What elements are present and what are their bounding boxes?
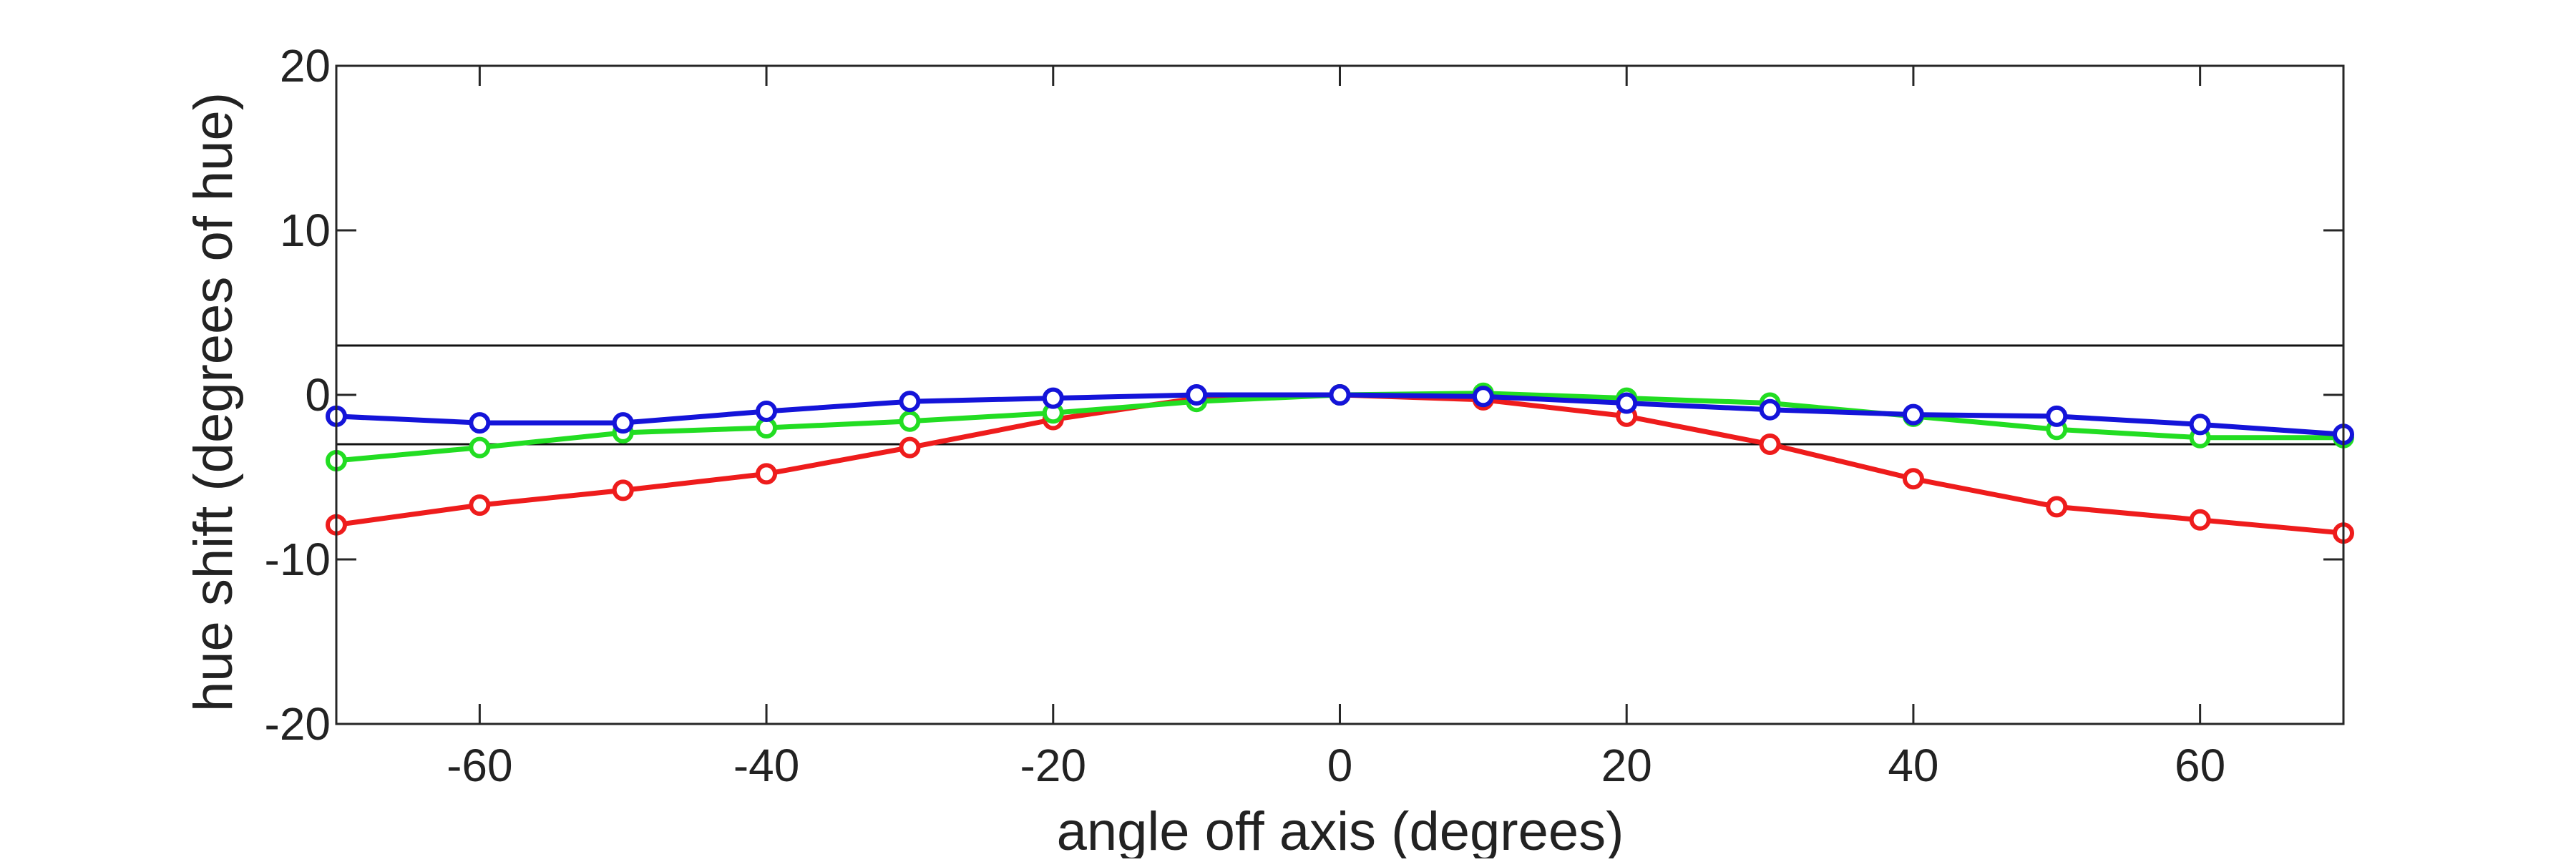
data-point	[612, 479, 634, 501]
y-tick-label: 0	[305, 369, 331, 421]
ticks-layer: -60 -40 -20 0 20 40 60 -20 -10 0 10 20	[265, 40, 2343, 791]
data-point	[2189, 509, 2211, 531]
data-point	[2189, 413, 2211, 436]
series-group	[326, 384, 2354, 446]
data-point	[1902, 468, 1924, 490]
data-point	[756, 463, 778, 485]
series-layer	[326, 382, 2354, 544]
data-point	[1759, 434, 1781, 455]
data-point	[1186, 384, 1208, 406]
data-point	[612, 412, 634, 434]
data-point	[1759, 398, 1781, 421]
data-point	[469, 494, 491, 516]
data-point	[899, 436, 921, 459]
y-tick-label: 20	[280, 40, 331, 92]
x-tick-label: -60	[447, 740, 513, 791]
data-point	[1329, 384, 1351, 406]
x-tick-label: 60	[2175, 740, 2225, 791]
data-point	[1616, 392, 1638, 414]
x-tick-label: -40	[733, 740, 800, 791]
reference-lines	[336, 344, 2343, 446]
x-tick-label: -20	[1020, 740, 1087, 791]
data-point	[2046, 496, 2068, 518]
x-tick-label: 20	[1601, 740, 1652, 791]
data-point	[899, 391, 921, 413]
data-point	[2046, 405, 2068, 427]
y-tick-label: -20	[265, 698, 331, 750]
data-point	[1472, 386, 1494, 408]
x-tick-label: 0	[1327, 740, 1353, 791]
data-point	[469, 436, 491, 459]
y-tick-label: -10	[265, 534, 331, 585]
x-axis-label: angle off axis (degrees)	[1057, 801, 1624, 858]
y-tick-label: 10	[280, 205, 331, 256]
data-point	[1902, 403, 1924, 426]
y-axis-label: hue shift (degrees of hue)	[183, 92, 244, 712]
data-point	[899, 410, 921, 432]
data-point	[469, 412, 491, 434]
x-tick-label: 40	[1888, 740, 1938, 791]
data-point	[1042, 387, 1064, 409]
data-point	[756, 401, 778, 422]
